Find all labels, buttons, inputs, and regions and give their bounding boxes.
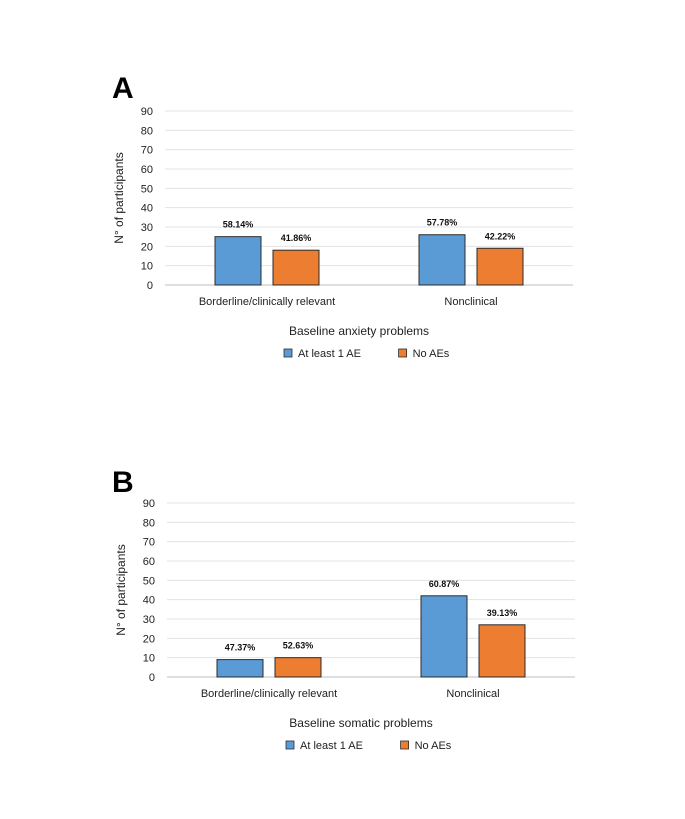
y-tick-label: 0 bbox=[147, 280, 153, 292]
bar bbox=[273, 250, 319, 285]
x-tick-label: Nonclinical bbox=[446, 688, 499, 700]
y-tick-label: 70 bbox=[141, 145, 153, 157]
y-axis-title: N° of participants bbox=[114, 544, 128, 636]
legend-swatch bbox=[401, 741, 409, 749]
data-label: 42.22% bbox=[485, 231, 516, 241]
bar-chart-a: 0 10 20 30 40 50 60 70 80 90 N° of participants 58.… bbox=[0, 68, 685, 378]
legend-swatch bbox=[284, 349, 292, 357]
chart-panel-a: A 0 10 20 30 40 50 60 70 80 90 N° of participants 5… bbox=[0, 68, 685, 378]
y-tick-label: 30 bbox=[141, 222, 153, 234]
x-tick-label: Nonclinical bbox=[444, 296, 497, 308]
x-axis-title: Baseline anxiety problems bbox=[289, 324, 429, 338]
y-tick-label: 70 bbox=[143, 537, 155, 549]
bar bbox=[217, 660, 263, 677]
y-tick-label: 20 bbox=[141, 241, 153, 253]
bar bbox=[275, 658, 321, 677]
y-tick-label: 20 bbox=[143, 633, 155, 645]
y-tick-label: 30 bbox=[143, 614, 155, 626]
y-tick-label: 0 bbox=[149, 672, 155, 684]
y-tick-label: 80 bbox=[143, 517, 155, 529]
y-tick-label: 40 bbox=[143, 595, 155, 607]
x-axis-title: Baseline somatic problems bbox=[289, 716, 432, 730]
y-tick-label: 50 bbox=[141, 183, 153, 195]
bar-chart-b: 0 10 20 30 40 50 60 70 80 90 N° of participants 47.… bbox=[0, 462, 685, 772]
data-label: 41.86% bbox=[281, 233, 312, 243]
bar bbox=[477, 248, 523, 285]
legend-label: At least 1 AE bbox=[298, 348, 361, 360]
bar bbox=[215, 237, 261, 285]
bar bbox=[419, 235, 465, 285]
data-label: 52.63% bbox=[283, 641, 314, 651]
y-tick-label: 90 bbox=[143, 498, 155, 510]
data-label: 57.78% bbox=[427, 218, 458, 228]
legend-label: At least 1 AE bbox=[300, 740, 363, 752]
bar bbox=[421, 596, 467, 677]
legend-label: No AEs bbox=[415, 740, 452, 752]
y-tick-label: 40 bbox=[141, 203, 153, 215]
legend-swatch bbox=[286, 741, 294, 749]
y-axis-title: N° of participants bbox=[112, 152, 126, 244]
y-tick-label: 60 bbox=[141, 164, 153, 176]
x-tick-label: Borderline/clinically relevant bbox=[199, 296, 335, 308]
legend-swatch bbox=[399, 349, 407, 357]
x-tick-label: Borderline/clinically relevant bbox=[201, 688, 337, 700]
y-tick-label: 90 bbox=[141, 106, 153, 118]
bar bbox=[479, 625, 525, 677]
y-tick-label: 50 bbox=[143, 575, 155, 587]
y-tick-label: 60 bbox=[143, 556, 155, 568]
y-tick-label: 80 bbox=[141, 125, 153, 137]
data-label: 39.13% bbox=[487, 608, 518, 618]
chart-panel-b: B 0 10 20 30 40 50 60 70 80 90 N° of participants 4… bbox=[0, 462, 685, 772]
y-tick-label: 10 bbox=[141, 261, 153, 273]
data-label: 60.87% bbox=[429, 579, 460, 589]
y-tick-label: 10 bbox=[143, 653, 155, 665]
legend-label: No AEs bbox=[413, 348, 450, 360]
data-label: 58.14% bbox=[223, 220, 254, 230]
data-label: 47.37% bbox=[225, 643, 256, 653]
